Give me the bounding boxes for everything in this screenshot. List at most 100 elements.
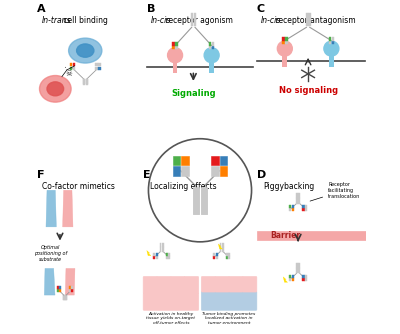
FancyBboxPatch shape xyxy=(229,277,243,292)
Bar xyxy=(201,188,207,214)
Bar xyxy=(156,256,158,259)
Bar xyxy=(282,41,285,44)
Bar xyxy=(222,247,224,252)
Bar xyxy=(332,37,334,41)
Bar xyxy=(160,243,162,247)
Bar xyxy=(228,254,230,256)
Ellipse shape xyxy=(40,75,71,102)
Bar xyxy=(211,156,219,165)
Circle shape xyxy=(324,41,339,56)
Text: Co-factor mimetics: Co-factor mimetics xyxy=(42,182,115,191)
Bar xyxy=(65,295,67,300)
Bar xyxy=(162,247,164,252)
Text: E: E xyxy=(144,170,151,180)
Bar xyxy=(59,289,61,292)
Bar xyxy=(69,286,71,289)
Bar xyxy=(98,66,100,70)
Bar xyxy=(296,263,298,268)
Text: Optimal
positioning of
substrate: Optimal positioning of substrate xyxy=(34,245,67,262)
Bar xyxy=(305,278,307,281)
Bar xyxy=(96,66,98,70)
Bar xyxy=(292,205,294,208)
Bar xyxy=(328,37,331,41)
Bar xyxy=(292,275,294,278)
Text: receptor agonism: receptor agonism xyxy=(164,16,233,25)
Text: Piggybacking: Piggybacking xyxy=(263,182,314,191)
Bar xyxy=(201,187,207,213)
FancyBboxPatch shape xyxy=(229,291,243,310)
Bar xyxy=(63,295,65,300)
Bar xyxy=(296,193,298,198)
Bar xyxy=(282,53,287,66)
Bar xyxy=(212,46,214,49)
Bar xyxy=(173,156,180,165)
Bar xyxy=(96,63,98,66)
Bar xyxy=(308,19,311,26)
Circle shape xyxy=(204,48,219,63)
Bar xyxy=(292,208,294,211)
Ellipse shape xyxy=(77,44,94,57)
FancyBboxPatch shape xyxy=(143,293,158,310)
Bar xyxy=(65,295,67,300)
Bar xyxy=(329,53,334,66)
Bar xyxy=(172,46,175,49)
Bar xyxy=(302,205,305,208)
Bar xyxy=(305,275,307,278)
Bar xyxy=(191,19,193,26)
Bar xyxy=(289,208,291,211)
Bar xyxy=(83,79,85,85)
Bar xyxy=(191,13,193,19)
Polygon shape xyxy=(283,277,288,282)
Bar xyxy=(70,63,72,66)
Bar xyxy=(302,275,305,278)
Text: Signaling: Signaling xyxy=(171,89,216,98)
Bar xyxy=(173,60,178,73)
Bar xyxy=(156,254,158,256)
Bar xyxy=(209,60,214,73)
Bar xyxy=(298,198,300,204)
Bar xyxy=(69,289,71,292)
Bar xyxy=(63,295,65,300)
Bar xyxy=(302,278,305,281)
Bar xyxy=(289,205,291,208)
Bar xyxy=(298,193,300,198)
Bar xyxy=(175,46,178,49)
Bar xyxy=(73,63,75,66)
Bar xyxy=(220,247,221,252)
Bar xyxy=(56,286,59,289)
Bar xyxy=(73,66,75,70)
FancyBboxPatch shape xyxy=(143,277,158,294)
FancyBboxPatch shape xyxy=(242,277,257,292)
FancyBboxPatch shape xyxy=(184,277,199,294)
Ellipse shape xyxy=(47,82,64,96)
Bar xyxy=(302,208,305,211)
Text: In-trans: In-trans xyxy=(42,16,72,25)
Bar xyxy=(166,256,168,259)
Polygon shape xyxy=(147,250,151,256)
Text: ☠: ☠ xyxy=(65,69,72,78)
Bar xyxy=(285,41,288,44)
Bar xyxy=(220,156,227,165)
Bar xyxy=(306,19,308,26)
Bar xyxy=(86,79,88,85)
Bar xyxy=(162,243,164,247)
Text: A: A xyxy=(37,4,46,14)
Bar xyxy=(70,66,72,70)
Bar xyxy=(173,166,180,176)
FancyBboxPatch shape xyxy=(215,277,230,292)
Text: Tumor binding promotes
localized activation in
tumor environment: Tumor binding promotes localized activat… xyxy=(202,312,256,325)
Bar xyxy=(220,166,227,176)
Bar xyxy=(209,42,212,46)
FancyBboxPatch shape xyxy=(184,293,199,310)
Text: F: F xyxy=(37,170,44,180)
Bar xyxy=(226,256,228,259)
Bar xyxy=(292,278,294,281)
Bar xyxy=(222,243,224,247)
Bar xyxy=(305,208,307,211)
Bar xyxy=(306,13,308,19)
Circle shape xyxy=(277,41,292,56)
Text: D: D xyxy=(256,170,266,180)
Bar xyxy=(298,263,300,268)
Bar xyxy=(166,254,168,256)
Circle shape xyxy=(168,48,182,63)
